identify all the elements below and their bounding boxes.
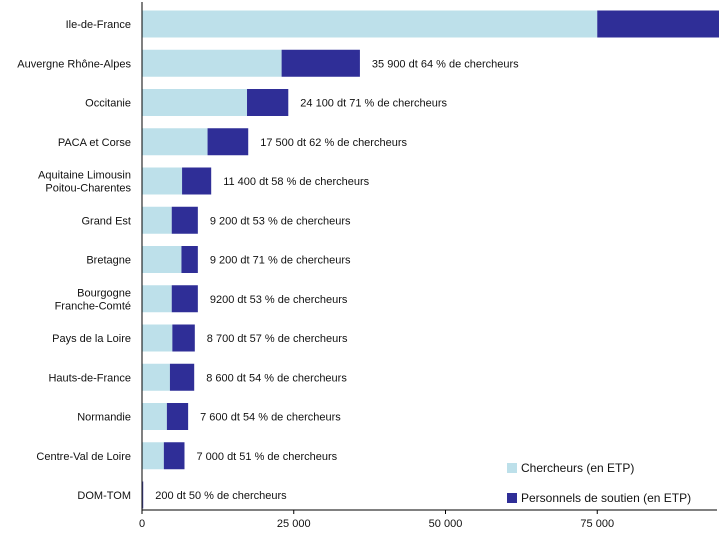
bar-segment-chercheurs xyxy=(142,206,172,234)
bar-segment-soutien xyxy=(247,89,289,116)
bar-annotation: 8 700 dt 57 % de chercheurs xyxy=(207,333,348,345)
legend-swatch-soutien xyxy=(507,493,517,503)
bar-segment-chercheurs xyxy=(142,403,167,430)
bar-segment-soutien xyxy=(597,10,719,38)
bar-segment-chercheurs xyxy=(142,442,164,470)
bar-annotation: 9 200 dt 71 % de chercheurs xyxy=(210,255,351,267)
x-tick-label: 25 000 xyxy=(277,518,311,530)
bar-segment-soutien xyxy=(182,167,212,195)
x-tick-label: 75 000 xyxy=(580,518,614,530)
bar-segment-soutien xyxy=(142,481,144,509)
bar-segment-chercheurs xyxy=(142,128,208,156)
bar-segment-soutien xyxy=(207,128,249,156)
legend-label-chercheurs: Chercheurs (en ETP) xyxy=(521,461,634,475)
bars-layer xyxy=(142,10,719,509)
bar-segment-chercheurs xyxy=(142,167,183,195)
category-label: DOM-TOM xyxy=(77,490,131,502)
bar-segment-chercheurs xyxy=(142,246,182,273)
bar-annotation: 9 200 dt 53 % de chercheurs xyxy=(210,215,351,227)
x-tick-label: 50 000 xyxy=(429,518,463,530)
category-label: Centre-Val de Loire xyxy=(36,451,131,463)
x-tick-label: 0 xyxy=(139,518,145,530)
bar-segment-soutien xyxy=(281,49,360,77)
category-label: PACA et Corse xyxy=(58,137,131,149)
bar-segment-chercheurs xyxy=(142,10,598,38)
category-labels: Ile-de-France Auvergne Rhône-Alpes Occitan… xyxy=(17,19,131,502)
bar-segment-chercheurs xyxy=(142,363,170,391)
bar-annotation: 8 600 dt 54 % de chercheurs xyxy=(206,372,347,384)
bar-segment-soutien xyxy=(163,442,185,470)
bar-segment-soutien xyxy=(181,246,198,273)
bar-annotation: 17 500 dt 62 % de chercheurs xyxy=(260,137,407,149)
bar-segment-chercheurs xyxy=(142,49,282,77)
bar-segment-soutien xyxy=(171,206,198,234)
bar-segment-chercheurs xyxy=(142,285,172,313)
bar-annotation: 7 600 dt 54 % de chercheurs xyxy=(200,412,341,424)
bar-annotation: 24 100 dt 71 % de chercheurs xyxy=(300,98,447,110)
category-label: Grand Est xyxy=(81,215,131,227)
category-label: Aquitaine Limousin Poitou-Charentes xyxy=(38,170,131,195)
category-label: Bretagne xyxy=(86,255,131,267)
bar-annotation: 7 000 dt 51 % de chercheurs xyxy=(196,451,337,463)
category-label: Pays de la Loire xyxy=(52,333,131,345)
bar-segment-soutien xyxy=(171,285,198,313)
bar-annotation: 9200 dt 53 % de chercheurs xyxy=(210,294,348,306)
category-label: Bourgogne Franche-Comté xyxy=(55,287,131,312)
category-label: Normandie xyxy=(77,412,131,424)
legend: Chercheurs (en ETP) Personnels de soutie… xyxy=(507,461,691,505)
bar-segment-soutien xyxy=(169,363,195,391)
bar-annotation: 11 400 dt 58 % de chercheurs xyxy=(223,176,369,188)
category-label: Ile-de-France xyxy=(66,19,131,31)
legend-label-soutien: Personnels de soutien (en ETP) xyxy=(521,491,691,505)
bar-annotations: 103 100 dt 73 %de chercheurs35 900 dt 64… xyxy=(155,58,519,502)
category-label: Hauts-de-France xyxy=(48,372,131,384)
category-label: Auvergne Rhône-Alpes xyxy=(17,58,131,70)
bar-segment-soutien xyxy=(172,324,195,352)
bar-annotation: 35 900 dt 64 % de chercheurs xyxy=(372,58,519,70)
bar-annotation: 200 dt 50 % de chercheurs xyxy=(155,490,287,502)
bar-segment-chercheurs xyxy=(142,89,248,116)
bar-segment-soutien xyxy=(166,403,189,430)
bar-segment-chercheurs xyxy=(142,324,173,352)
legend-swatch-chercheurs xyxy=(507,463,517,473)
category-label: Occitanie xyxy=(85,98,131,110)
